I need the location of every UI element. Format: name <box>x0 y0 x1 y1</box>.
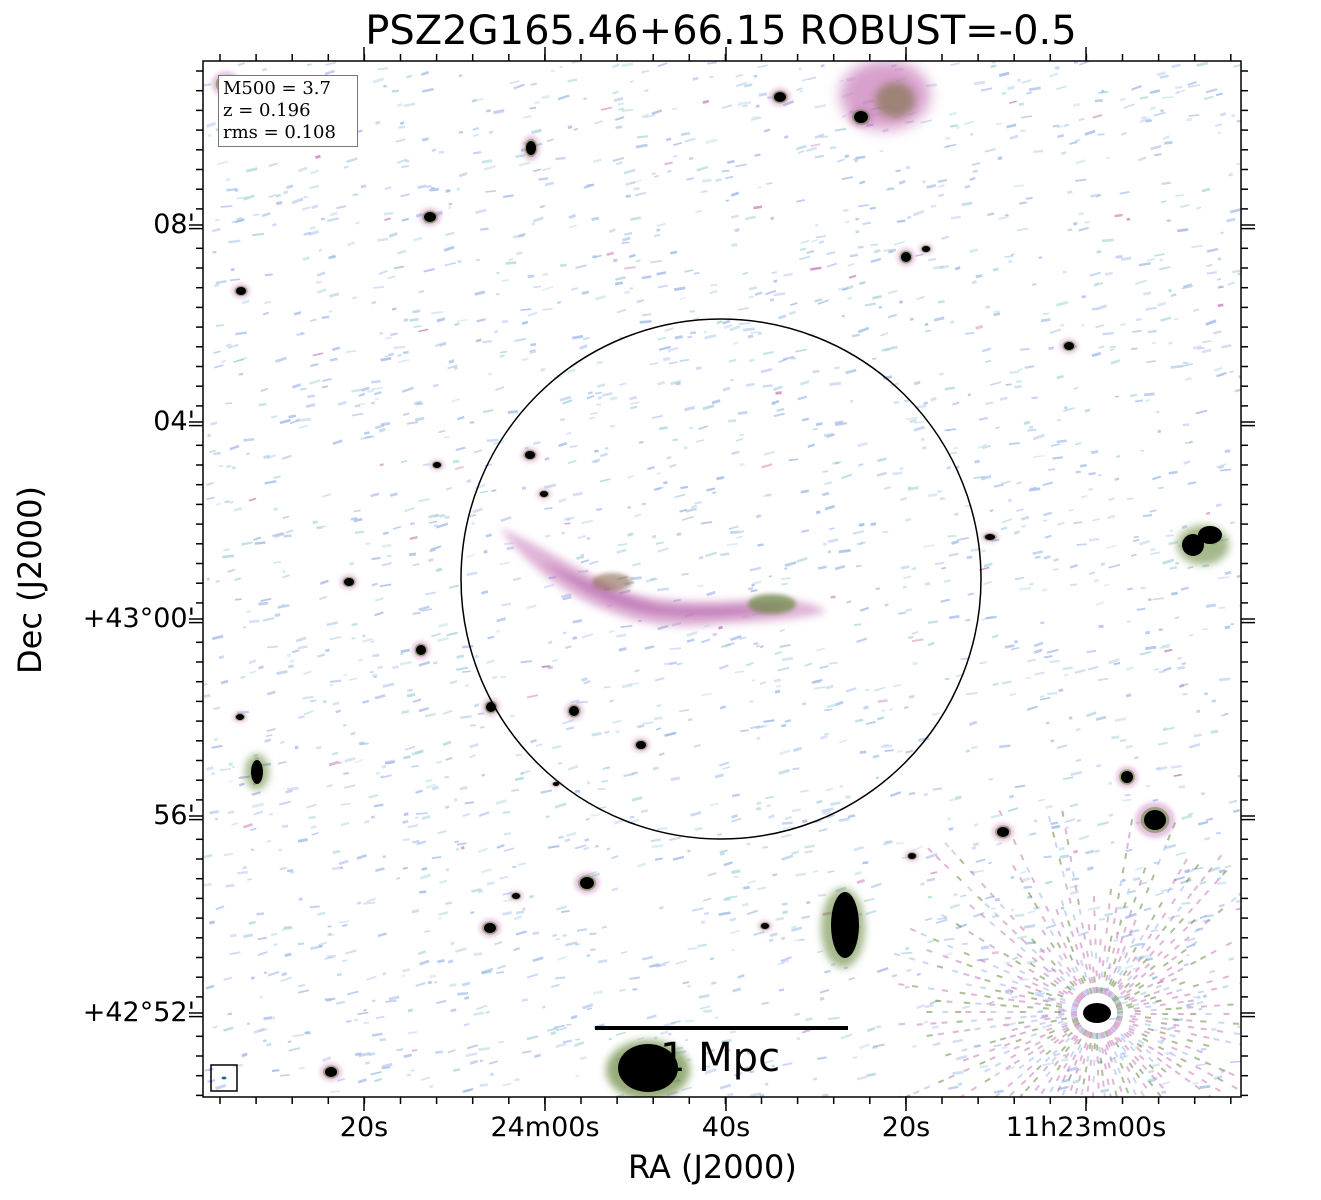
scale-bar-label: 1 Mpc <box>660 1035 781 1081</box>
bright-source-artifacts <box>893 809 1241 1097</box>
info-box: M500 = 3.7 z = 0.196 rms = 0.108 <box>218 75 358 147</box>
ytick-label-4300: +43°00' <box>82 603 195 634</box>
elongated-source <box>831 892 859 958</box>
x-axis-label: RA (J2000) <box>628 1148 797 1186</box>
xtick-label-24m00s: 24m00s <box>490 1112 600 1143</box>
ytick-label-08: 08' <box>153 209 195 240</box>
bottom-bright-source <box>618 1044 678 1092</box>
xtick-label-40s: 40s <box>701 1112 751 1143</box>
image-background <box>203 61 1241 1097</box>
figure-title: PSZ2G165.46+66.15 ROBUST=-0.5 <box>365 8 1077 54</box>
image-frame <box>202 60 1242 1098</box>
axis-ticks <box>189 47 1255 1111</box>
xtick-label-20s: 20s <box>339 1112 389 1143</box>
beam-ellipse <box>221 1076 227 1080</box>
left-source <box>251 760 263 784</box>
y-axis-label: Dec (J2000) <box>11 486 49 674</box>
ytick-label-4252: +42°52' <box>82 997 195 1028</box>
xtick-label-20s-b: 20s <box>881 1112 931 1143</box>
info-m500: M500 = 3.7 <box>223 78 331 99</box>
bright-source-core <box>1083 1003 1111 1023</box>
ytick-label-56: 56' <box>153 800 195 831</box>
double-source-right <box>1182 534 1204 556</box>
r500-circle <box>460 318 982 840</box>
xtick-label-11h23m00s: 11h23m00s <box>1005 1112 1167 1143</box>
info-redshift: z = 0.196 <box>223 100 311 121</box>
ytick-label-04: 04' <box>153 406 195 437</box>
beam-box <box>210 1064 238 1092</box>
info-rms: rms = 0.108 <box>223 122 336 143</box>
diffuse-emission <box>500 528 826 627</box>
